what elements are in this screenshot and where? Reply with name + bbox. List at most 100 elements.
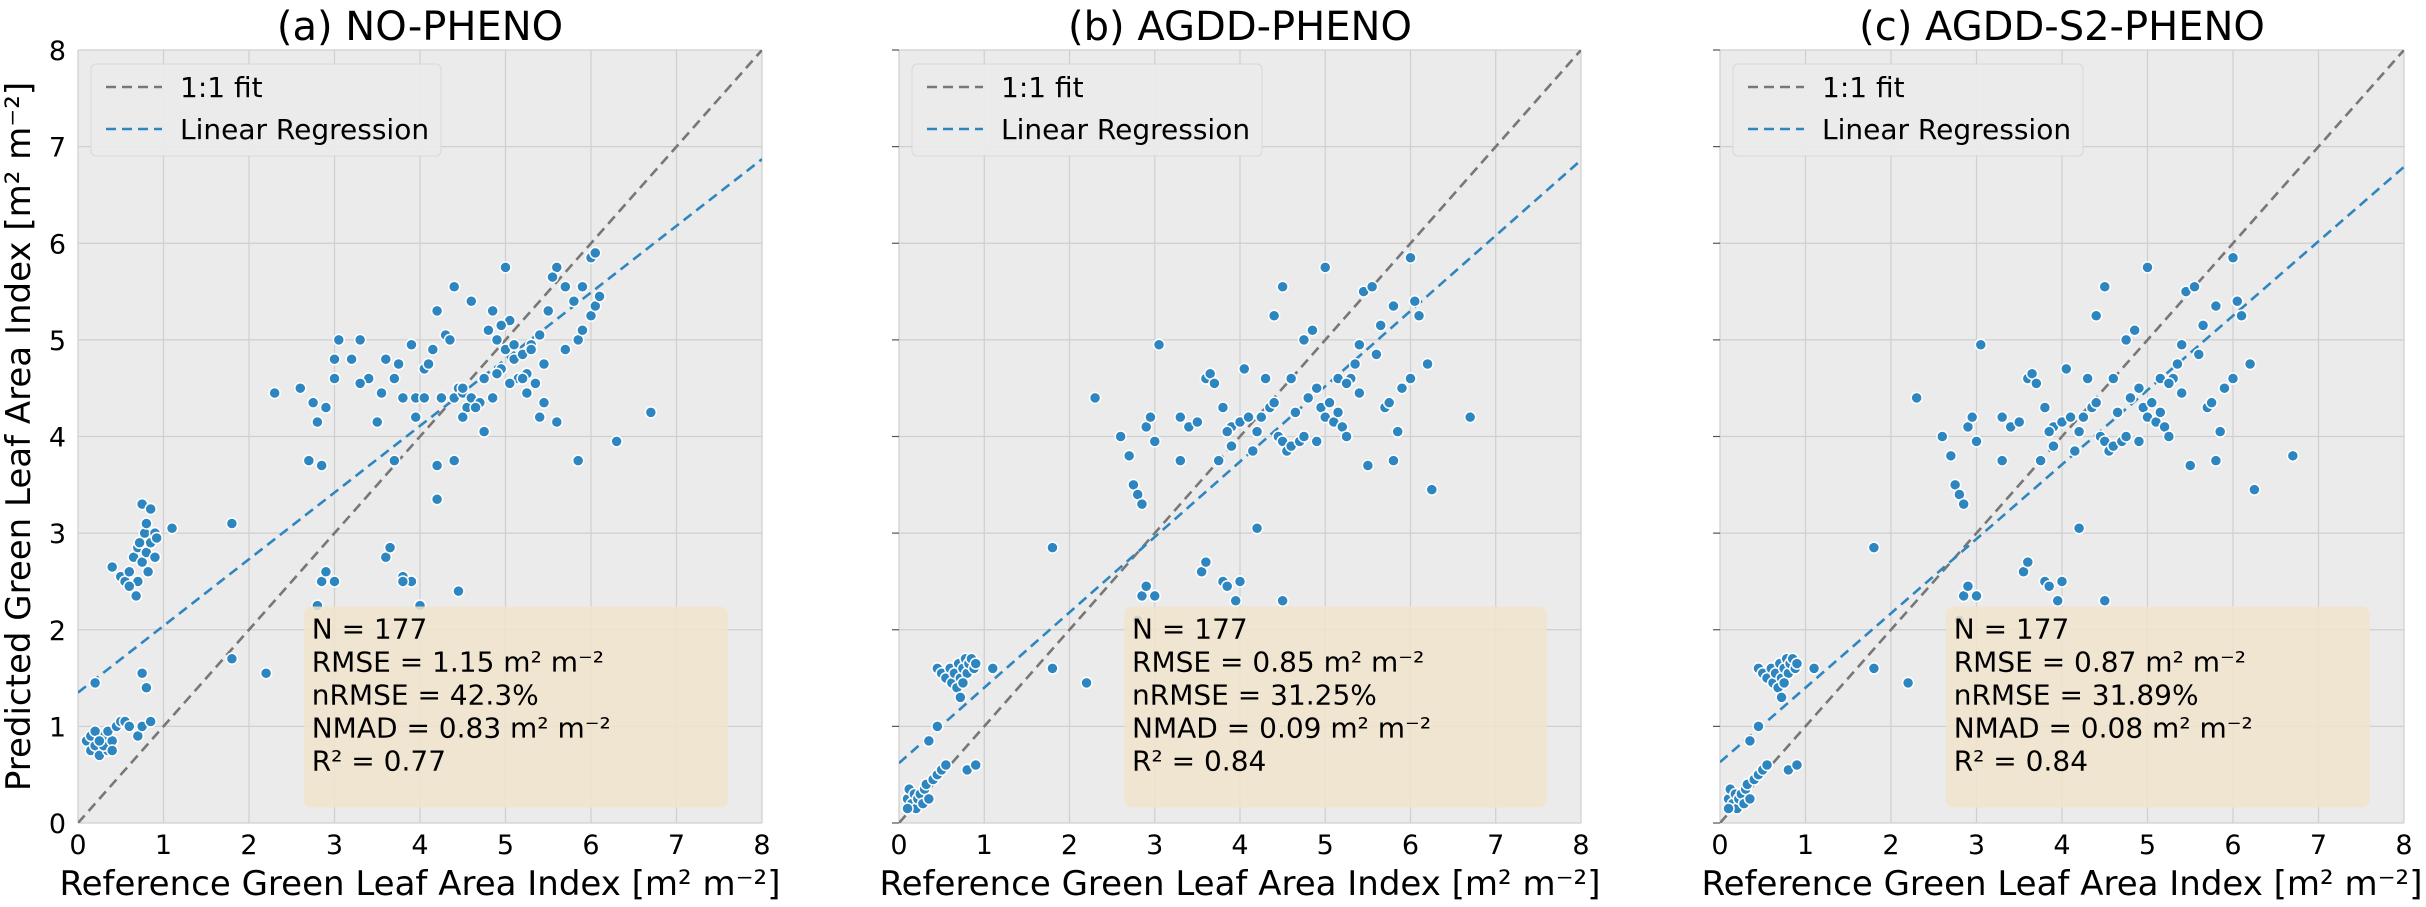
data-point xyxy=(550,415,564,429)
data-point xyxy=(589,246,602,260)
data-point xyxy=(1331,406,1345,419)
data-point xyxy=(1348,357,1362,371)
data-point xyxy=(1412,309,1426,322)
data-point xyxy=(140,681,153,694)
data-point xyxy=(939,758,953,772)
data-point xyxy=(409,410,422,424)
data-point xyxy=(2098,594,2111,608)
data-point xyxy=(150,531,163,545)
data-point xyxy=(302,454,316,467)
data-point xyxy=(542,304,555,318)
stats-line: N = 177 xyxy=(312,613,428,646)
data-point xyxy=(2021,555,2035,569)
data-point xyxy=(2188,280,2201,293)
stats-line: RMSE = 0.85 m² m⁻² xyxy=(1132,646,1424,679)
data-point xyxy=(1353,386,1366,400)
data-point xyxy=(2107,372,2120,385)
data-point xyxy=(1995,410,2009,424)
x-tick-label: 7 xyxy=(668,830,685,861)
data-point xyxy=(986,662,1000,675)
data-point xyxy=(1901,676,1915,690)
data-point xyxy=(1276,594,1289,608)
data-point xyxy=(1246,444,1260,458)
data-point xyxy=(225,517,239,530)
data-point xyxy=(306,396,320,409)
stats-line: RMSE = 1.15 m² m⁻² xyxy=(312,646,604,679)
data-point xyxy=(123,565,136,579)
data-point xyxy=(1250,425,1264,438)
data-point xyxy=(1340,430,1353,443)
x-tick-label: 7 xyxy=(1487,830,1504,861)
data-point xyxy=(2154,406,2167,419)
data-point xyxy=(294,381,307,395)
legend: 1:1 fit Linear Regression xyxy=(911,63,1263,157)
data-point xyxy=(1289,406,1302,419)
data-point xyxy=(1995,454,2009,467)
data-point xyxy=(1122,449,1136,463)
data-point xyxy=(2072,522,2086,535)
regression-line xyxy=(1720,165,2404,764)
one-to-one-line xyxy=(1720,50,2404,823)
data-point xyxy=(1310,381,1323,395)
scatter-panel: 0 1 2 3 4 5 6 7 8 (c) AGDD-S2-PHENO Reference Gree… xyxy=(1702,4,2423,904)
data-point xyxy=(2209,299,2223,313)
data-point xyxy=(140,517,153,530)
data-point xyxy=(353,377,367,390)
data-point xyxy=(2141,261,2154,274)
x-tick-label: 1 xyxy=(1797,830,1814,861)
data-point xyxy=(954,691,967,704)
x-tick-label: 2 xyxy=(1061,830,1078,861)
data-point xyxy=(465,294,478,308)
data-point xyxy=(2119,333,2133,347)
x-tick-label: 6 xyxy=(1402,830,1419,861)
data-point xyxy=(1323,396,1336,409)
data-point xyxy=(148,551,162,564)
x-tick-label: 8 xyxy=(2395,830,2412,861)
data-point xyxy=(1220,425,1234,438)
data-point xyxy=(332,333,346,347)
data-point xyxy=(576,280,589,293)
data-point xyxy=(507,338,521,351)
data-point xyxy=(469,401,482,414)
data-point xyxy=(1310,435,1323,448)
data-point xyxy=(1961,580,1975,593)
data-point xyxy=(1319,261,1332,274)
data-point xyxy=(2175,386,2188,400)
y-axis-label: Predicted Green Leaf Area Index [m² m⁻²] xyxy=(0,82,39,791)
data-point xyxy=(1139,580,1153,593)
panel-title: (c) AGDD-S2-PHENO xyxy=(1859,4,2265,50)
data-point xyxy=(559,280,572,293)
data-point xyxy=(2226,372,2240,385)
stats-box-background xyxy=(1945,606,2370,808)
legend-box xyxy=(911,63,1263,157)
data-point xyxy=(2013,415,2026,429)
data-point xyxy=(2038,401,2052,414)
data-point xyxy=(1353,338,1366,351)
data-point xyxy=(2235,309,2248,322)
one-to-one-line xyxy=(78,50,762,823)
data-point xyxy=(1404,251,1417,264)
data-point xyxy=(1463,410,1477,424)
data-point xyxy=(1046,541,1059,554)
data-point xyxy=(559,343,572,356)
data-point xyxy=(1259,372,1272,385)
data-point xyxy=(2089,309,2103,322)
data-point xyxy=(576,323,589,337)
data-point xyxy=(1370,348,1383,361)
data-point xyxy=(1340,377,1353,390)
scatter-panel: 0 1 2 3 4 5 6 7 8 (b) AGDD-PHENO Reference Green L… xyxy=(880,4,1601,904)
data-point xyxy=(486,304,499,318)
data-point xyxy=(353,333,367,347)
data-point xyxy=(1387,299,1400,313)
regression-line xyxy=(899,159,1581,765)
data-point xyxy=(144,715,157,728)
stats-line: NMAD = 0.83 m² m⁻² xyxy=(312,712,611,745)
data-point xyxy=(2047,439,2060,453)
x-axis-label: Reference Green Leaf Area Index [m² m⁻²] xyxy=(1702,864,2423,904)
data-point xyxy=(1807,662,1821,675)
data-point xyxy=(2042,580,2056,593)
data-point xyxy=(2128,323,2141,337)
stats-box-background xyxy=(1124,606,1547,808)
